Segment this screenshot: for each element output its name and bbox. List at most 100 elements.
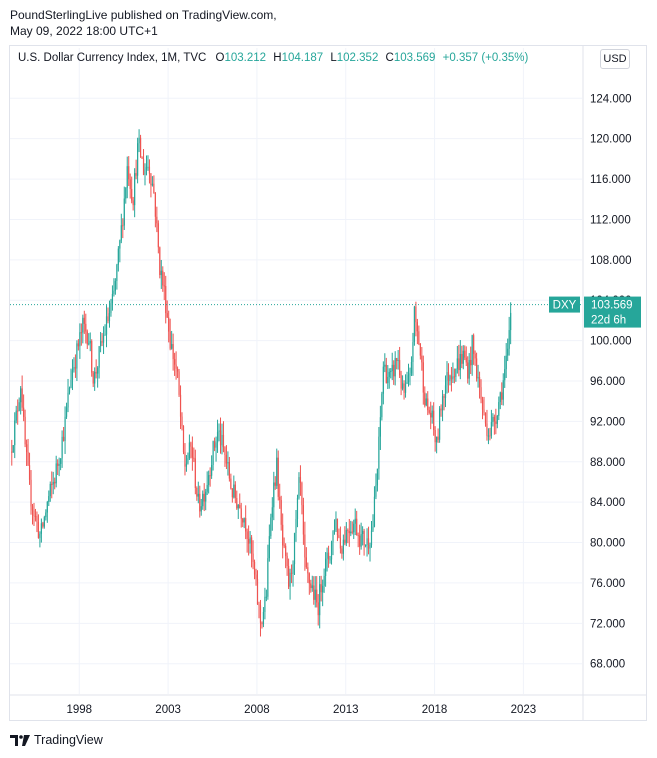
symbol-tag-label: DXY [553,300,577,312]
candle-body [176,368,179,372]
candle-body [91,341,93,373]
candle-body [150,173,152,186]
candle-body [453,376,455,378]
candle-body [391,364,393,372]
candle-body [256,578,259,605]
candle-body [342,539,344,554]
candle-body [203,493,205,502]
candle-body [237,505,239,509]
candle-body [15,410,17,421]
candle-body [111,293,114,304]
candle-body [11,451,13,453]
candle-body [221,434,223,446]
candle-body [107,316,109,322]
candle-body [280,500,282,525]
candle-body [489,435,491,437]
candle-body [496,415,498,424]
x-tick-label: 2003 [155,704,181,716]
candle-body [421,355,423,363]
candle-body [236,498,238,509]
candle-body [464,350,466,358]
candle-body [397,360,399,362]
candle-body [119,240,121,249]
candle-body [499,392,501,403]
candle-body [20,388,22,403]
candle-body [481,399,484,410]
currency-button[interactable]: USD [600,49,630,69]
candle-body [308,573,310,584]
candle-body [302,505,305,535]
y-tick-label: 100.000 [590,336,632,348]
candle-body [179,394,182,417]
candle-body [225,454,228,464]
candle-body [65,407,68,417]
candle-body [332,531,334,543]
candle-body [277,457,279,497]
candle-body [326,552,328,559]
x-tick-label: 2023 [511,704,537,716]
candle-body [86,331,88,345]
candle-body [437,436,439,440]
candle-body [99,341,102,347]
candle-body [296,498,299,519]
candle-body [253,561,256,575]
candle-body [230,478,232,489]
candle-body [200,506,202,512]
candle-body [137,143,139,176]
candle-body [58,463,60,466]
candle-body [474,353,476,359]
candle-body [367,538,370,549]
y-tick-label: 108.000 [590,255,632,267]
candle-body [447,372,450,382]
candle-body [452,376,454,380]
candle-body [60,458,62,464]
candle-body [470,359,472,366]
candle-body [209,475,211,477]
candle-body [317,602,319,616]
candle-body [382,366,384,394]
x-tick-label: 1998 [66,704,92,716]
candle-body [404,383,407,393]
candle-body [197,493,199,497]
candle-body [175,364,177,369]
candle-body [157,223,159,248]
candle-body [49,483,51,497]
low-value: 102.352 [336,52,379,64]
candle-body [347,530,349,532]
candle-body [28,465,31,480]
candle-body [142,158,145,175]
candle-body [160,270,162,276]
candle-body [135,173,137,176]
candle-body [117,248,119,265]
y-tick-label: 120.000 [590,134,632,146]
candle-body [461,353,463,364]
x-tick-label: 2008 [244,704,270,716]
candle-body [255,574,257,579]
candle-body [110,303,112,314]
candle-body [419,343,421,356]
candle-body [345,530,347,544]
candle-body [285,545,287,556]
candle-body [213,441,216,448]
candle-body [34,515,37,517]
candle-body [101,341,103,343]
candle-body [458,358,460,371]
candle-body [403,383,405,393]
candle-body [114,281,116,291]
candle-body [341,548,343,554]
candle-body [33,510,35,516]
candle-body [168,317,170,332]
candle-body [493,416,495,422]
candle-body [31,506,34,511]
candle-body [208,475,210,485]
candle-body [353,523,355,533]
candle-body [36,516,38,522]
candle-body [407,375,410,382]
candle-body [128,166,130,180]
candle-body [468,359,470,379]
candle-body [52,481,54,485]
candle-body [102,335,105,343]
candle-body [184,451,186,467]
candle-body [322,585,324,593]
